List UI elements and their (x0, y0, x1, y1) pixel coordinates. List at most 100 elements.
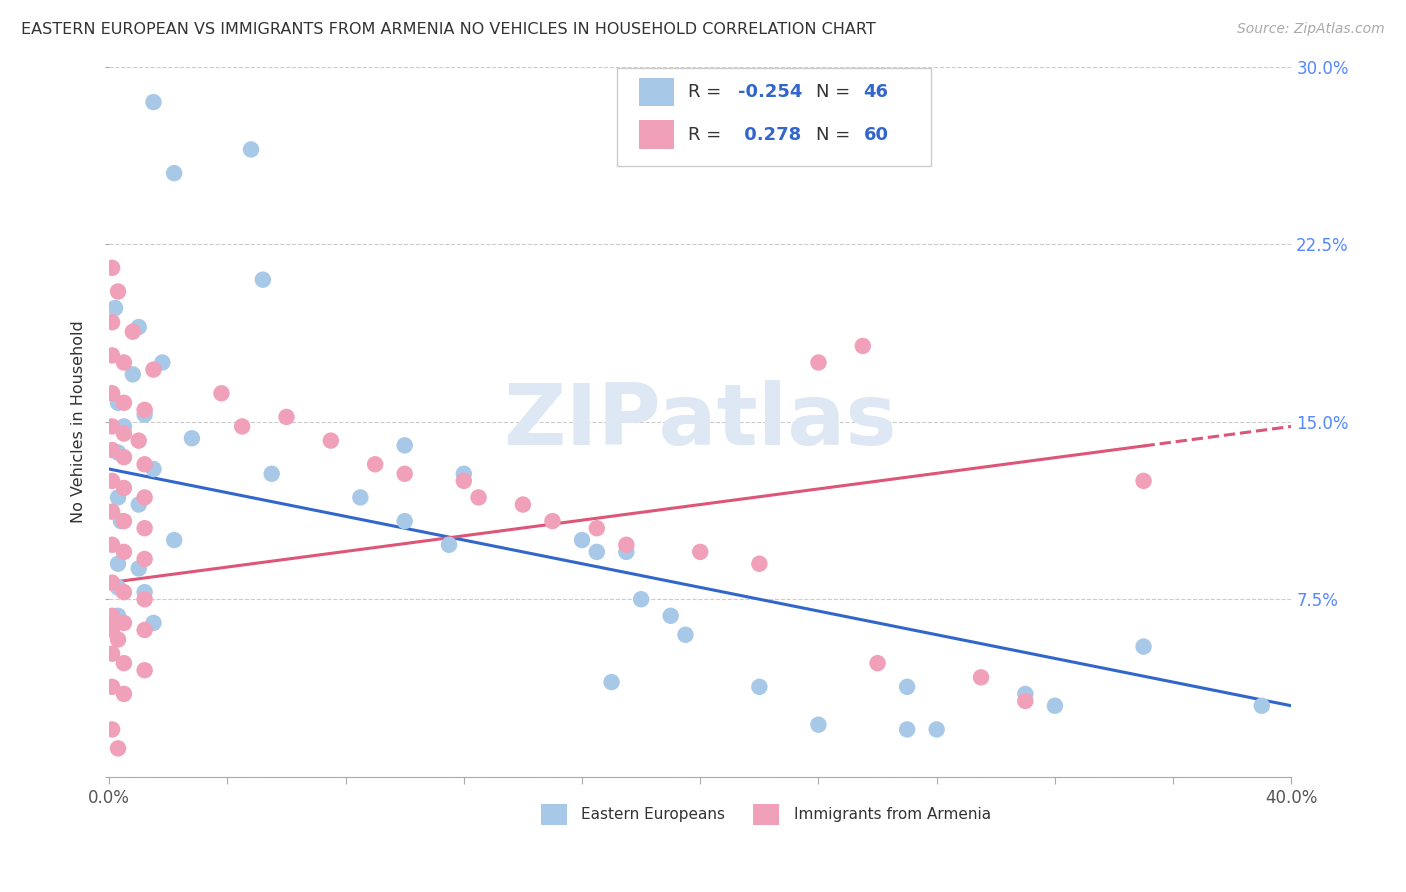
Bar (638, 78, 675, 106)
Point (134, 585, 156, 599)
Point (107, 608, 129, 623)
Point (112, 615, 135, 630)
Point (134, 402, 156, 417)
Point (1014, 687, 1036, 701)
Point (142, 362, 165, 376)
Point (112, 545, 135, 559)
Point (614, 538, 637, 552)
Point (630, 592, 652, 607)
Point (319, 434, 342, 448)
Point (134, 663, 156, 677)
Point (101, 608, 124, 623)
Point (1132, 474, 1154, 488)
Point (748, 680, 770, 694)
Point (1132, 640, 1154, 654)
Point (142, 615, 165, 630)
Point (394, 438, 416, 452)
Point (112, 481, 135, 495)
Text: N =: N = (815, 83, 856, 101)
Point (134, 592, 156, 607)
Point (107, 491, 129, 505)
Point (240, 143, 263, 157)
Point (364, 458, 387, 472)
Point (571, 533, 593, 547)
Bar (541, 804, 567, 825)
Point (101, 260, 124, 275)
Point (142, 95, 165, 109)
Point (128, 320, 150, 334)
Point (142, 462, 165, 476)
Point (180, 431, 202, 445)
Point (134, 408, 156, 422)
Point (689, 545, 711, 559)
Text: 46: 46 (863, 83, 889, 101)
Point (134, 521, 156, 535)
Point (453, 474, 475, 488)
Point (107, 557, 129, 571)
Point (1043, 698, 1066, 713)
Text: 60: 60 (863, 126, 889, 144)
Text: N =: N = (815, 126, 856, 144)
Point (112, 585, 135, 599)
Bar (754, 804, 779, 825)
Point (134, 552, 156, 566)
Point (252, 273, 274, 287)
Point (970, 670, 993, 684)
Point (107, 445, 129, 459)
Text: R =: R = (689, 126, 727, 144)
Point (110, 514, 132, 528)
Point (150, 355, 173, 369)
Point (121, 368, 143, 382)
Point (107, 581, 129, 595)
Point (896, 723, 918, 737)
Point (163, 533, 186, 547)
Text: Source: ZipAtlas.com: Source: ZipAtlas.com (1237, 22, 1385, 37)
Point (121, 325, 143, 339)
Point (585, 521, 607, 535)
Point (104, 301, 127, 315)
Point (394, 467, 416, 481)
Point (101, 348, 124, 362)
Point (659, 608, 682, 623)
FancyBboxPatch shape (617, 68, 931, 166)
Point (134, 458, 156, 472)
Text: -0.254: -0.254 (738, 83, 803, 101)
Point (453, 467, 475, 481)
Point (437, 538, 460, 552)
Text: EASTERN EUROPEAN VS IMMIGRANTS FROM ARMENIA NO VEHICLES IN HOUSEHOLD CORRELATION: EASTERN EUROPEAN VS IMMIGRANTS FROM ARME… (21, 22, 876, 37)
Point (394, 514, 416, 528)
Y-axis label: No Vehicles in Household: No Vehicles in Household (72, 320, 86, 523)
Text: R =: R = (689, 83, 727, 101)
Point (112, 450, 135, 465)
Point (107, 396, 129, 410)
Point (1014, 694, 1036, 708)
Point (134, 491, 156, 505)
Point (107, 285, 129, 299)
Point (541, 514, 564, 528)
Point (128, 434, 150, 448)
Point (101, 575, 124, 590)
Point (349, 491, 371, 505)
Text: Eastern Europeans: Eastern Europeans (581, 807, 725, 822)
Point (101, 538, 124, 552)
Point (107, 741, 129, 756)
Point (128, 498, 150, 512)
Point (101, 623, 124, 637)
Point (101, 680, 124, 694)
Point (276, 409, 298, 424)
Point (925, 723, 948, 737)
Point (134, 623, 156, 637)
Bar (638, 120, 675, 149)
Point (112, 355, 135, 369)
Point (101, 474, 124, 488)
Text: ZIPatlas: ZIPatlas (503, 380, 897, 463)
Point (112, 656, 135, 670)
Point (896, 680, 918, 694)
Point (112, 419, 135, 434)
Point (1250, 698, 1272, 713)
Point (112, 514, 135, 528)
Point (101, 443, 124, 458)
Point (512, 498, 534, 512)
Text: 0.278: 0.278 (738, 126, 801, 144)
Point (112, 396, 135, 410)
